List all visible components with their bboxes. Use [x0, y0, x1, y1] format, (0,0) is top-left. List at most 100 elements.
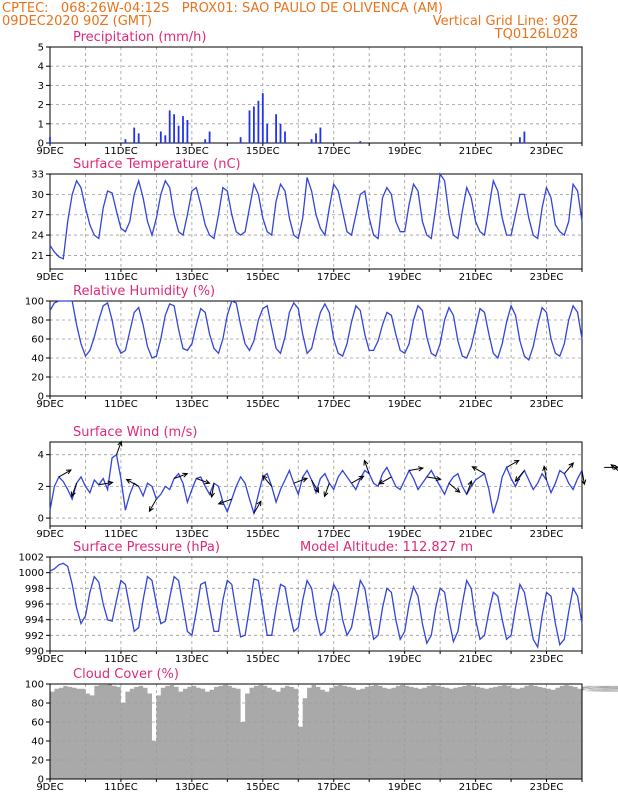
temp-series-line [49, 172, 583, 260]
wind-arrow [351, 475, 364, 484]
wind-arrow-head [513, 459, 520, 465]
y-tick-label: 40 [31, 737, 44, 748]
wind-arrow [426, 476, 441, 480]
plot-frame [49, 683, 583, 780]
x-tick-label: 11DEC [104, 782, 138, 793]
precip-bar [124, 139, 127, 143]
precip-bar [257, 100, 260, 143]
wind-arrow-head [568, 462, 575, 468]
wind-arrow [218, 498, 232, 505]
y-tick-label: 80 [31, 699, 44, 710]
rh-panel: 0 20 40 60 80 100 9DEC 11DEC 13DEC 15DEC 17DEC 19DE… [25, 284, 583, 410]
wind-arrow [71, 483, 78, 497]
wind-arrow-head [314, 487, 320, 494]
wind-arrow [563, 462, 574, 475]
wind-arrow [506, 459, 520, 468]
x-tick-label: 9DEC [36, 782, 63, 793]
wind-arrow [363, 460, 370, 474]
y-tick-label: 80 [31, 316, 44, 327]
wind-arrow [211, 483, 215, 498]
plot-frame [49, 300, 583, 397]
precip-bar [177, 125, 180, 143]
x-tick-label: 19DEC [388, 782, 422, 793]
x-tick-label: 17DEC [317, 146, 351, 157]
y-tick-label: 0 [38, 514, 44, 525]
wind-arrow-head [70, 491, 76, 498]
wind-arrow [610, 464, 618, 472]
precip-bar [49, 137, 51, 143]
wind-arrow-head [435, 475, 442, 482]
wind-arrow [196, 478, 210, 484]
precip-bar [315, 133, 317, 143]
x-tick-label: 17DEC [317, 399, 351, 410]
wind-arrow-head [148, 506, 154, 513]
wind-arrow-head [514, 476, 521, 483]
wind-arrow-head [182, 472, 189, 478]
wind-arrow-head [610, 463, 617, 470]
y-tick-label: 4 [38, 450, 44, 461]
precip-bar [164, 135, 167, 143]
plot-frame [49, 441, 583, 527]
plot-frame [49, 46, 583, 144]
precip-bar [239, 137, 242, 143]
x-tick-label: 11DEC [104, 146, 138, 157]
wind-arrow-head [125, 478, 132, 484]
wind-arrow-head [65, 469, 72, 475]
x-tick-label: 11DEC [104, 529, 138, 540]
precip-bar [253, 106, 255, 143]
wind-arrow-head [378, 479, 385, 485]
wind-arrow-head [417, 466, 425, 472]
x-tick-label: 17DEC [317, 272, 351, 283]
wind-arrow [262, 475, 273, 487]
wind-arrow [98, 481, 113, 486]
header-date: 09DEC2020 90Z (GMT) [2, 14, 153, 29]
x-tick-label: 23DEC [530, 399, 564, 410]
precip-bar [275, 114, 277, 143]
wind-arrow [173, 473, 188, 479]
header-station: CPTEC: 068:26W-04:12S PROX01: SAO PAULO … [2, 1, 443, 16]
model-altitude: Model Altitude: 112.827 m [300, 540, 473, 555]
precip-bar [133, 127, 136, 143]
temp-title: Surface Temperature (nC) [73, 157, 241, 172]
precip-panel: 0 1 2 3 4 5 9DEC 11DEC 13DEC 15DEC 17DEC 19DEC 21DEC… [36, 30, 583, 157]
y-tick-label: 5 [38, 43, 44, 54]
y-tick-label: 100 [25, 297, 44, 308]
x-tick-label: 19DEC [388, 654, 422, 665]
x-tick-label: 21DEC [459, 782, 493, 793]
x-tick-label: 15DEC [246, 782, 280, 793]
pressure-series-line [49, 562, 583, 650]
wind-arrow [448, 482, 461, 493]
header-model-id: TQ0126L028 [494, 27, 578, 42]
precip-bar [204, 139, 207, 143]
precip-bar [319, 127, 322, 143]
cloud-panel: 0 20 40 60 80 100 9DEC 11DEC 13DEC 15DEC 17DEC 19DE… [25, 667, 618, 793]
wind-arrow-head [363, 459, 369, 466]
wind-arrow [581, 470, 585, 485]
x-tick-label: 9DEC [36, 146, 63, 157]
precip-bar [182, 116, 184, 143]
y-tick-label: 2 [38, 100, 44, 111]
y-tick-label: 996 [25, 600, 44, 611]
x-tick-label: 21DEC [459, 146, 493, 157]
y-tick-label: 33 [31, 170, 44, 181]
pressure-panel: 990 992 994 996 998 1000 1002 9DEC 11DEC 13DEC 15D… [19, 540, 583, 665]
cloud-title: Cloud Cover (%) [73, 667, 179, 682]
wind-arrow [311, 479, 320, 493]
x-tick-label: 13DEC [175, 782, 209, 793]
x-tick-label: 13DEC [175, 399, 209, 410]
wind-arrow [148, 498, 157, 512]
precip-bar [159, 131, 162, 143]
x-tick-label: 19DEC [388, 146, 422, 157]
y-tick-label: 990 [25, 647, 44, 658]
y-tick-label: 994 [25, 615, 44, 626]
wind-arrow-head [204, 479, 211, 485]
wind-arrow-head [217, 499, 224, 505]
precip-bar [137, 133, 140, 143]
x-tick-label: 9DEC [36, 529, 63, 540]
wind-arrow [58, 469, 72, 478]
y-tick-label: 1 [38, 119, 44, 130]
x-tick-label: 19DEC [388, 272, 422, 283]
precip-bar [279, 123, 282, 143]
y-tick-label: 998 [25, 584, 44, 595]
